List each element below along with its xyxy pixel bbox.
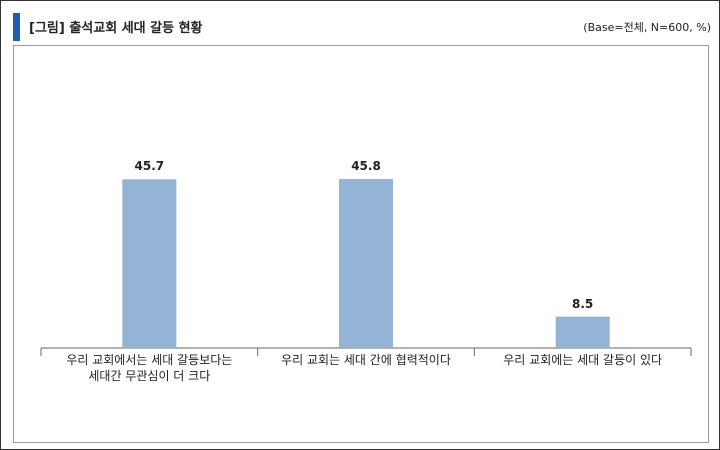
bar [555, 316, 610, 348]
plot-frame [13, 45, 709, 443]
value-label: 45.7 [134, 159, 165, 174]
bar [339, 179, 393, 348]
title-marker [13, 13, 20, 41]
chart-subtitle: (Base=전체, N=600, %) [583, 21, 711, 34]
x-tick-label: 우리 교회는 세대 간에 협력적이다 [281, 353, 451, 367]
chart-title: [그림] 출석교회 세대 갈등 현황 [29, 21, 203, 36]
bar [122, 179, 177, 348]
x-tick-label: 우리 교회에는 세대 갈등이 있다 [503, 353, 663, 367]
x-tick-label: 우리 교회에서는 세대 갈등보다는 세대간 무관심이 더 크다 [66, 353, 233, 383]
value-label: 8.5 [572, 296, 594, 311]
value-label: 45.8 [351, 159, 381, 173]
